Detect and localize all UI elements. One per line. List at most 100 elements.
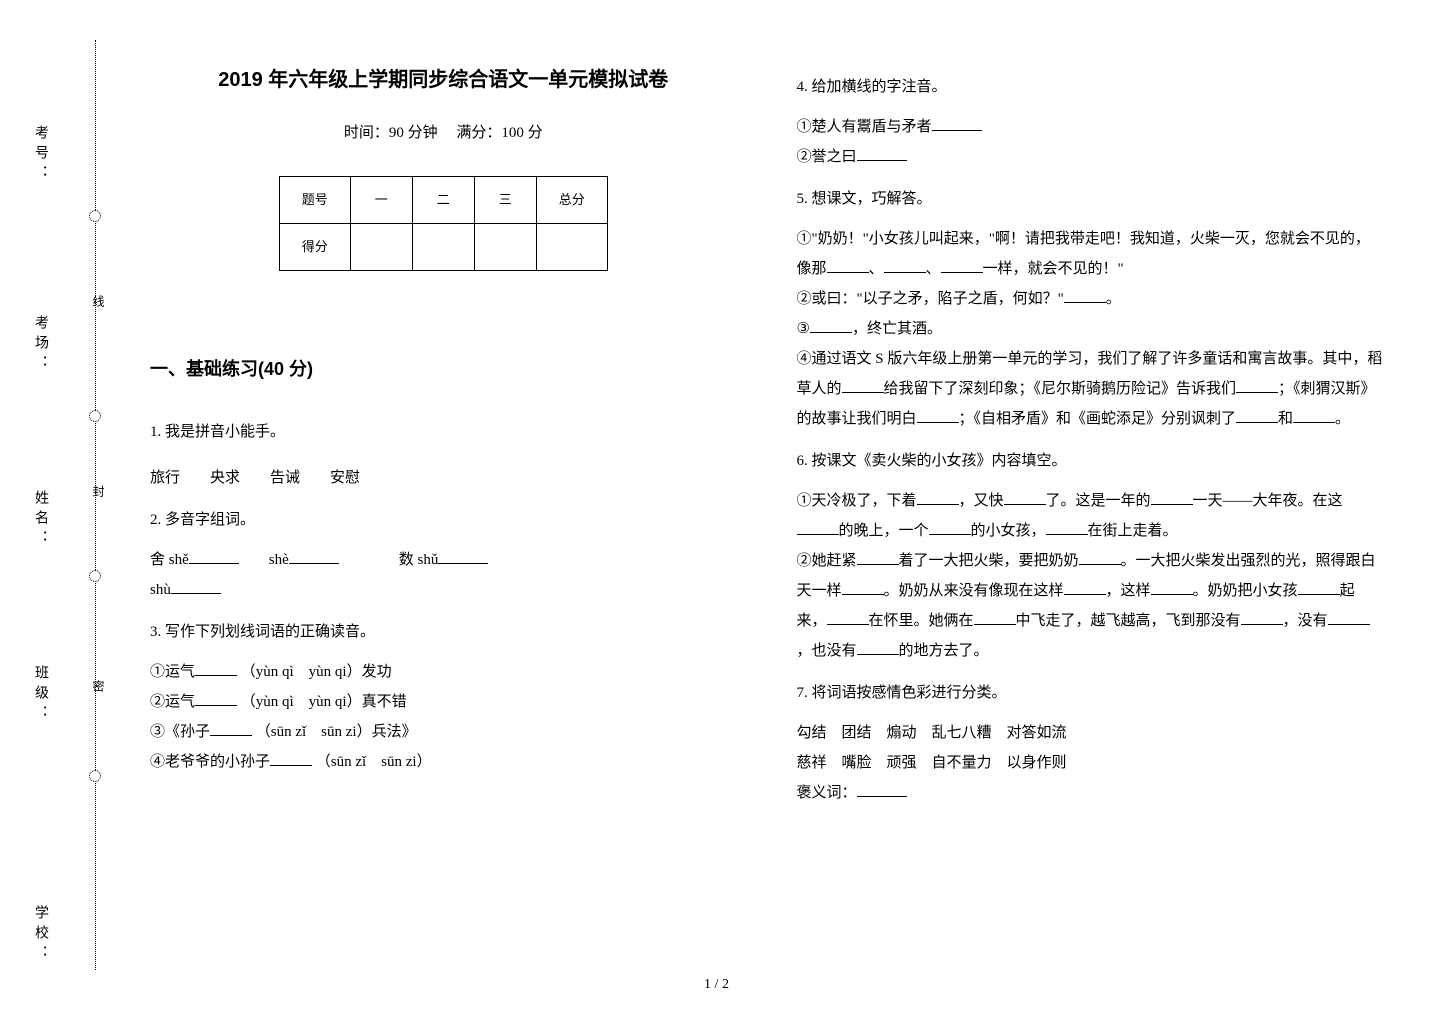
question-stem: 1. 我是拼音小能手。 bbox=[150, 417, 737, 447]
left-column: 2019 年六年级上学期同步综合语文一单元模拟试卷 时间：90 分钟 满分：10… bbox=[150, 60, 737, 991]
score-header: 题号 bbox=[279, 177, 350, 224]
exam-title: 2019 年六年级上学期同步综合语文一单元模拟试卷 bbox=[150, 60, 737, 100]
score-table: 题号 一 二 三 总分 得分 bbox=[279, 176, 608, 271]
q5-text: 。 bbox=[1106, 291, 1121, 307]
score-header: 总分 bbox=[536, 177, 607, 224]
blank bbox=[810, 318, 852, 333]
blank bbox=[1151, 490, 1193, 505]
q5-text: ③ bbox=[797, 321, 810, 337]
table-row: 得分 bbox=[279, 224, 607, 271]
blank bbox=[827, 258, 869, 273]
question-para: ②或曰："以子之矛，陷子之盾，何如？"。 bbox=[797, 284, 1384, 314]
blank bbox=[1236, 408, 1278, 423]
pinyin-item: 舍 shě bbox=[150, 552, 189, 568]
score-cell bbox=[474, 224, 536, 271]
question-line: shù bbox=[150, 575, 737, 605]
fullscore-label: 满分：100 分 bbox=[456, 125, 542, 141]
question-stem: 3. 写作下列划线词语的正确读音。 bbox=[150, 617, 737, 647]
blank bbox=[1064, 580, 1106, 595]
blank bbox=[929, 520, 971, 535]
blank bbox=[1046, 520, 1088, 535]
blank bbox=[1328, 610, 1370, 625]
q6-text: 的地方去了。 bbox=[899, 643, 989, 659]
question-words: 慈祥 嘴脸 顽强 自不量力 以身作则 bbox=[797, 748, 1384, 778]
q4-item: ②誉之曰 bbox=[797, 149, 857, 165]
q5-text: 和 bbox=[1278, 411, 1293, 427]
question-line: 舍 shě shè 数 shǔ bbox=[150, 545, 737, 575]
question-para: ④通过语文 S 版六年级上册第一单元的学习，我们了解了许多童话和寓言故事。其中，… bbox=[797, 344, 1384, 434]
q6-text: 。奶奶从来没有像现在这样 bbox=[884, 583, 1064, 599]
q3-item-opts: （yùn qì yùn qi）真不错 bbox=[241, 694, 407, 710]
blank bbox=[1298, 580, 1340, 595]
gutter-seal-char: 线 bbox=[90, 295, 107, 327]
gutter-label-school: 学校： bbox=[30, 905, 50, 965]
score-cell bbox=[536, 224, 607, 271]
blank bbox=[189, 549, 239, 564]
gutter-label-name: 姓名： bbox=[30, 490, 50, 550]
gutter-seal-char: 封 bbox=[90, 485, 107, 517]
exam-subtitle: 时间：90 分钟 满分：100 分 bbox=[150, 118, 737, 148]
q5-text: 。 bbox=[1335, 411, 1350, 427]
question-line: ①运气 （yùn qì yùn qi）发功 bbox=[150, 657, 737, 687]
binding-gutter: 考号： 考场： 姓名： 班级： 学校： 线 封 密 bbox=[0, 0, 130, 1011]
question-4: 4. 给加横线的字注音。 ①楚人有鬻盾与矛者 ②誉之曰 bbox=[797, 72, 1384, 172]
gutter-circle bbox=[89, 770, 101, 782]
page-content: 2019 年六年级上学期同步综合语文一单元模拟试卷 时间：90 分钟 满分：10… bbox=[130, 0, 1433, 1011]
blank bbox=[857, 640, 899, 655]
q3-item-opts: （yùn qì yùn qi）发功 bbox=[241, 664, 392, 680]
question-line: ②运气 （yùn qì yùn qi）真不错 bbox=[150, 687, 737, 717]
score-header: 三 bbox=[474, 177, 536, 224]
pinyin-item: 数 shǔ bbox=[399, 552, 439, 568]
score-cell bbox=[412, 224, 474, 271]
blank bbox=[438, 549, 488, 564]
time-label: 时间：90 分钟 bbox=[344, 125, 438, 141]
question-1: 1. 我是拼音小能手。 旅行 央求 告诫 安慰 bbox=[150, 417, 737, 493]
gutter-circle bbox=[89, 570, 101, 582]
question-words: 勾结 团结 煽动 乱七八糟 对答如流 bbox=[797, 718, 1384, 748]
blank bbox=[1064, 288, 1106, 303]
blank bbox=[195, 661, 237, 676]
blank bbox=[857, 550, 899, 565]
score-header: 一 bbox=[350, 177, 412, 224]
blank bbox=[827, 610, 869, 625]
q5-text: ，终亡其酒。 bbox=[852, 321, 942, 337]
question-line: ④老爷爷的小孙子 （sūn zǐ sūn zi） bbox=[150, 747, 737, 777]
blank bbox=[842, 378, 884, 393]
blank bbox=[195, 691, 237, 706]
question-line: ③《孙子 （sūn zǐ sūn zi）兵法》 bbox=[150, 717, 737, 747]
right-column: 4. 给加横线的字注音。 ①楚人有鬻盾与矛者 ②誉之曰 5. 想课文，巧解答。 … bbox=[797, 60, 1384, 991]
blank bbox=[842, 580, 884, 595]
blank bbox=[1241, 610, 1283, 625]
question-5: 5. 想课文，巧解答。 ①"奶奶！"小女孩儿叫起来，"啊！请把我带走吧！我知道，… bbox=[797, 184, 1384, 434]
blank bbox=[797, 520, 839, 535]
blank bbox=[289, 549, 339, 564]
q6-text: ②她赶紧 bbox=[797, 553, 857, 569]
blank bbox=[171, 579, 221, 594]
blank bbox=[884, 258, 926, 273]
question-line: ①楚人有鬻盾与矛者 bbox=[797, 112, 1384, 142]
q6-text: 的晚上，一个 bbox=[839, 523, 929, 539]
q3-item-opts: （sūn zǐ sūn zi）兵法》 bbox=[256, 724, 417, 740]
question-3: 3. 写作下列划线词语的正确读音。 ①运气 （yùn qì yùn qi）发功 … bbox=[150, 617, 737, 777]
q5-text: 、 bbox=[926, 261, 941, 277]
blank bbox=[1004, 490, 1046, 505]
q6-text: ①天冷极了，下着 bbox=[797, 493, 917, 509]
q6-text: 的小女孩， bbox=[971, 523, 1046, 539]
question-7: 7. 将词语按感情色彩进行分类。 勾结 团结 煽动 乱七八糟 对答如流 慈祥 嘴… bbox=[797, 678, 1384, 808]
q6-text: 一天——大年夜。在这 bbox=[1193, 493, 1343, 509]
q3-item-prefix: ③《孙子 bbox=[150, 724, 210, 740]
q6-text: 在街上走着。 bbox=[1088, 523, 1178, 539]
question-stem: 5. 想课文，巧解答。 bbox=[797, 184, 1384, 214]
question-stem: 2. 多音字组词。 bbox=[150, 505, 737, 535]
blank bbox=[1079, 550, 1121, 565]
q3-item-prefix: ④老爷爷的小孙子 bbox=[150, 754, 270, 770]
q6-text: ，也没有 bbox=[797, 643, 857, 659]
q4-item: ①楚人有鬻盾与矛者 bbox=[797, 119, 932, 135]
blank bbox=[917, 408, 959, 423]
q6-text: ，又快 bbox=[959, 493, 1004, 509]
blank bbox=[1236, 378, 1278, 393]
q5-text: 一样，就会不见的！" bbox=[983, 261, 1124, 277]
blank bbox=[1293, 408, 1335, 423]
gutter-circle bbox=[89, 210, 101, 222]
q6-text: ，这样 bbox=[1106, 583, 1151, 599]
